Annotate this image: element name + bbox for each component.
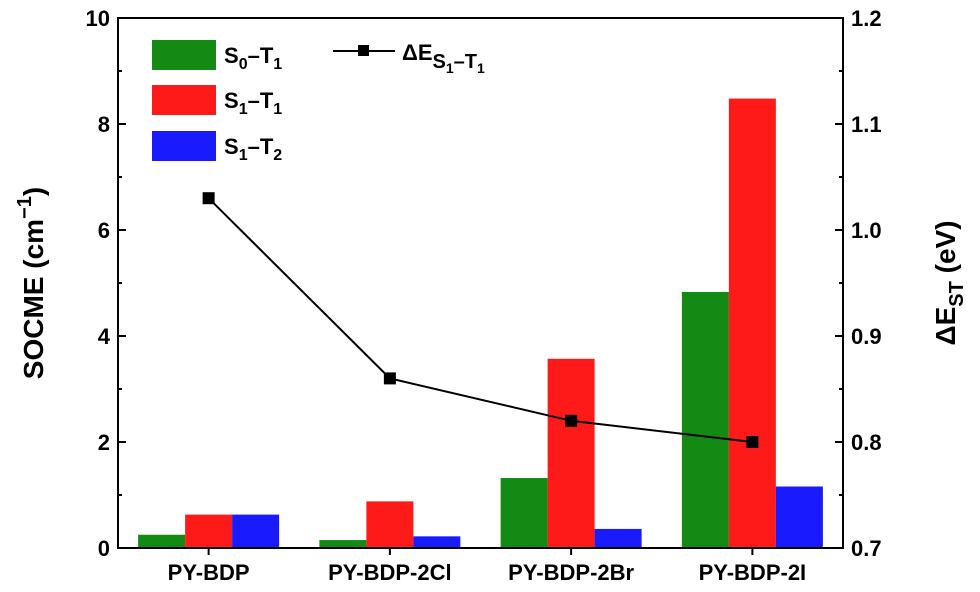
y2-tick-label: 1.1	[851, 112, 882, 137]
bar	[728, 98, 776, 548]
x-tick-label: PY-BDP-2Br	[508, 560, 634, 585]
tick-labels-layer: PY-BDP PY-BDP-2Cl PY-BDP-2Br PY-BDP-2I 0 2 4 6 8…	[86, 6, 882, 585]
y2-axis-title-end: (eV)	[930, 220, 961, 281]
bar	[681, 292, 729, 548]
x-tick-label: PY-BDP-2I	[699, 560, 807, 585]
legend-label-s0-t1: S0–T1	[224, 43, 282, 73]
y-axis-title: SOCME (cm−1)	[14, 187, 49, 379]
legend-label-s1-t2: S1–T2	[224, 134, 282, 164]
delta-e-point	[746, 436, 759, 448]
legend-line-marker	[358, 45, 369, 56]
y2-tick-label: 0.9	[851, 324, 882, 349]
bar	[366, 501, 414, 548]
legend-swatch-s1-t2	[152, 131, 216, 161]
y-tick-label: 4	[98, 324, 111, 349]
bar	[413, 536, 461, 548]
y-tick-label: 8	[98, 112, 110, 137]
y-tick-label: 10	[86, 6, 110, 31]
y2-axis-title-sub: ST	[946, 281, 968, 307]
delta-e-line-layer	[202, 192, 759, 448]
delta-e-point	[383, 372, 396, 385]
bar	[547, 358, 595, 548]
bar	[319, 540, 367, 548]
y2-tick-label: 1.0	[851, 218, 882, 243]
delta-e-line	[207, 197, 753, 443]
bar	[232, 514, 280, 548]
y-tick-label: 6	[98, 218, 110, 243]
bar	[594, 528, 642, 548]
y-axis-title-end: )	[18, 187, 49, 196]
delta-e-point	[202, 192, 215, 205]
y2-axis-title: ΔEST (eV)	[930, 220, 968, 345]
y-axis-title-main: SOCME (cm	[18, 219, 49, 379]
bar	[185, 514, 233, 548]
y-tick-label: 0	[98, 536, 110, 561]
y-axis-title-sup: −1	[14, 196, 36, 219]
bars-layer	[138, 98, 823, 548]
bar	[138, 534, 186, 548]
x-tick-label: PY-BDP-2Cl	[328, 560, 451, 585]
y2-tick-label: 0.8	[851, 430, 882, 455]
y-tick-label: 2	[98, 430, 110, 455]
y2-axis-title-main: ΔE	[930, 307, 961, 346]
delta-e-point	[565, 414, 578, 427]
bar	[500, 478, 548, 548]
ticks-layer	[118, 17, 843, 555]
x-tick-label: PY-BDP	[168, 560, 250, 585]
y2-tick-label: 0.7	[851, 536, 882, 561]
y2-tick-label: 1.2	[851, 6, 882, 31]
legend: S0–T1 S1–T1 S1–T2 ΔES1–T1	[152, 40, 485, 164]
bar	[775, 486, 823, 548]
legend-swatch-s0-t1	[152, 40, 216, 70]
legend-swatch-s1-t1	[152, 85, 216, 115]
legend-label-s1-t1: S1–T1	[224, 88, 282, 118]
legend-label-delta-e: ΔES1–T1	[402, 40, 485, 76]
